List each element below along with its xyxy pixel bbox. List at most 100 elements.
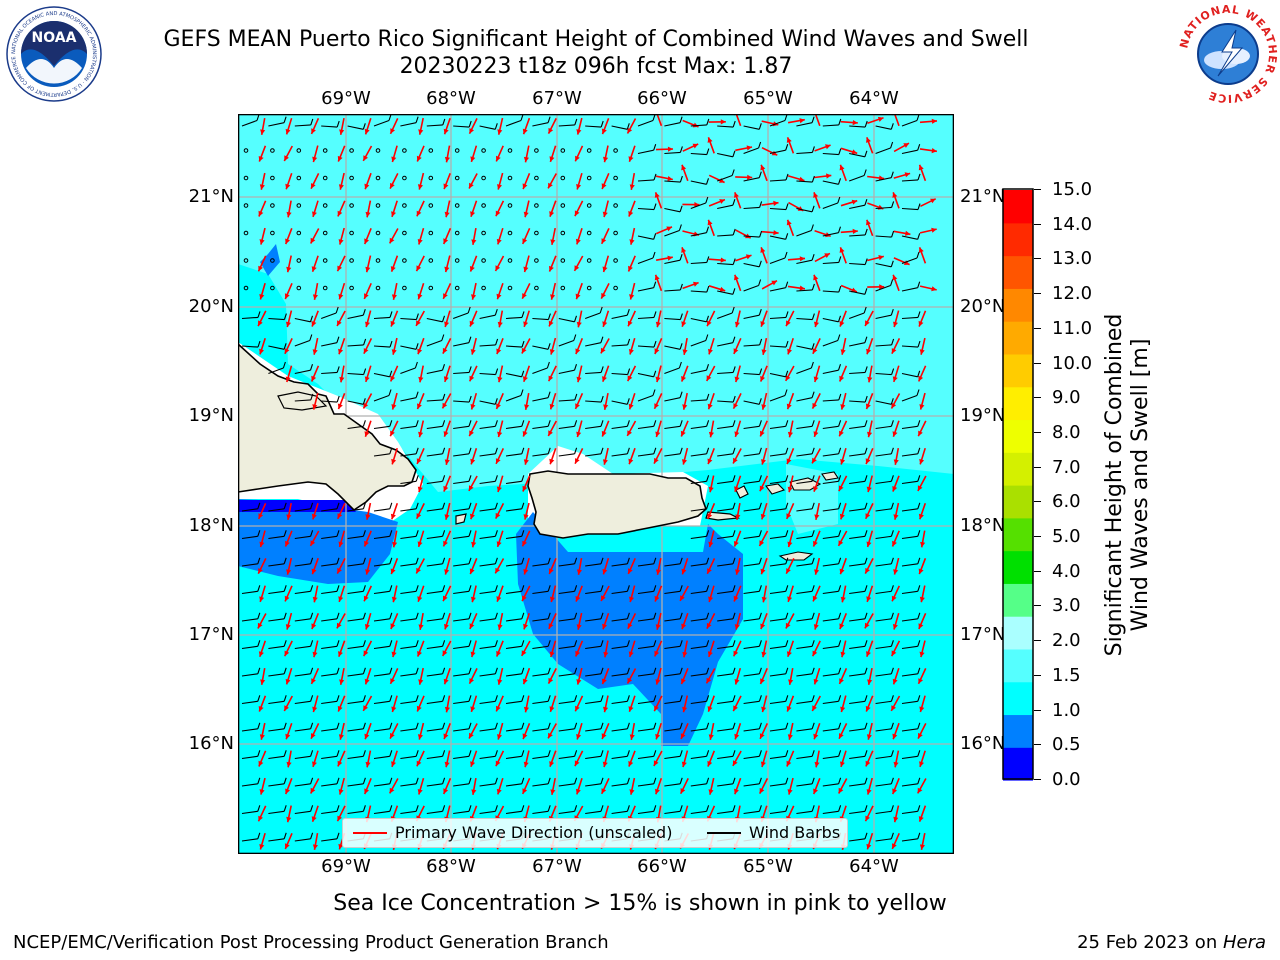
wave-arrow-head [761,706,767,713]
wind-barb-shaft [558,645,575,650]
wind-barb-shaft [849,174,865,182]
wave-arrow-head [931,148,937,154]
wind-barb-shaft [321,342,338,347]
colorbar-tick-mark [1034,362,1041,364]
wind-barb-shaft [294,535,311,540]
wind-barb-flag [257,502,261,509]
wave-arrow-head [628,458,634,465]
wave-arrow-head [918,816,924,822]
wind-barb-shaft [532,367,548,375]
wind-barb-calm [243,230,249,236]
wave-arrow-head [496,486,502,492]
wind-barb-flag [810,361,814,369]
lon-tick-top: 64°W [849,88,899,109]
wind-barb-shaft [532,453,549,457]
wind-barb-shaft [822,755,839,760]
colorbar-tick-mark [1034,327,1041,329]
wind-barb-shaft [321,400,338,403]
wave-arrow-head [258,815,263,822]
wave-arrow-head [444,156,450,163]
wind-barb-shaft [426,535,443,540]
wind-barb-flag [785,340,789,348]
colorbar-tick-label: 6.0 [1052,491,1081,513]
wave-arrow-head [574,265,580,271]
wave-arrow-head [363,155,368,161]
wind-barb-shaft [796,259,813,265]
wind-barb-shaft [505,673,522,677]
wind-barb-flag [917,805,921,812]
wave-arrow-head [708,486,714,493]
colorbar-tick-mark [1034,709,1041,711]
wind-barb-flag [574,640,578,647]
wind-barb-shaft [796,345,813,350]
wind-barb-shaft [849,728,866,732]
land-hispaniola [238,342,417,512]
wind-barb-shaft [637,810,654,815]
wave-arrow-head [417,348,423,355]
wave-arrow-head [681,247,687,253]
wave-arrow-head [364,293,369,299]
wave-arrow-head [761,459,766,465]
wind-barb-shaft [479,535,496,540]
wind-barb-flag [415,722,419,729]
wind-barb-flag [626,398,630,405]
wind-barb-shaft [611,563,628,567]
wind-barb-shaft [611,755,628,760]
colorbar-tick-mark [1034,223,1041,225]
lon-tick-bottom: 64°W [849,856,899,877]
wind-barb-shaft [294,838,311,842]
wave-arrow-head [878,255,884,261]
wave-arrow-head [706,622,712,629]
wind-barb-flag [283,530,287,537]
wave-arrow-head [470,211,476,217]
wind-barb-shaft [664,645,681,650]
wave-arrow-head [310,237,316,244]
wind-barb-flag [811,283,815,291]
wind-barb-flag [759,338,763,346]
wind-barb-flag [838,695,842,702]
wind-barb-shaft [849,125,866,128]
wave-arrow-head [812,650,818,657]
wave-arrow-head [680,733,686,739]
wave-arrow-head [391,211,396,217]
wave-arrow-head [629,734,635,740]
wind-barb-calm [270,258,275,263]
wave-arrow-head [734,486,740,492]
wind-barb-calm [454,148,460,153]
wind-barb-flag [732,750,736,757]
lon-tick-bottom: 69°W [321,856,371,877]
wind-barb-flag [415,343,419,350]
wave-arrow-head [391,404,397,410]
wave-arrow-head [786,403,792,410]
wind-barb-flag [442,667,446,674]
wave-arrow-head [364,183,370,190]
wind-barb-flag [336,777,340,784]
wind-barb-flag [494,530,498,537]
wind-barb-calm [507,258,513,263]
wind-barb-calm [481,148,486,153]
wind-barb-flag [468,805,472,812]
wave-arrow-head [814,514,820,520]
wave-arrow-head [761,596,767,603]
wind-barb-flag [626,667,630,674]
wave-arrow-head [470,513,475,520]
wave-arrow-head [603,651,609,658]
wind-barb-shaft [769,563,786,567]
legend-wind-barbs-label: Wind Barbs [749,823,841,842]
wind-barb-flag [441,364,446,371]
wind-barb-calm [560,285,566,291]
wave-arrow-head [918,430,923,437]
wind-barb-flag [600,395,604,403]
wave-arrow-head [337,155,343,162]
wind-barb-shaft [373,394,390,402]
colorbar-band [1003,681,1033,716]
wave-arrow-head [260,679,266,685]
wave-arrow-head [443,733,449,740]
wind-barb-shaft [637,207,655,211]
wind-barb-flag [257,777,261,784]
wind-barb-flag [574,447,578,454]
wind-barb-shaft [901,149,918,155]
wind-barb-flag [494,612,498,619]
wind-barb-shaft [901,645,918,650]
wind-barb-shaft [717,783,734,787]
